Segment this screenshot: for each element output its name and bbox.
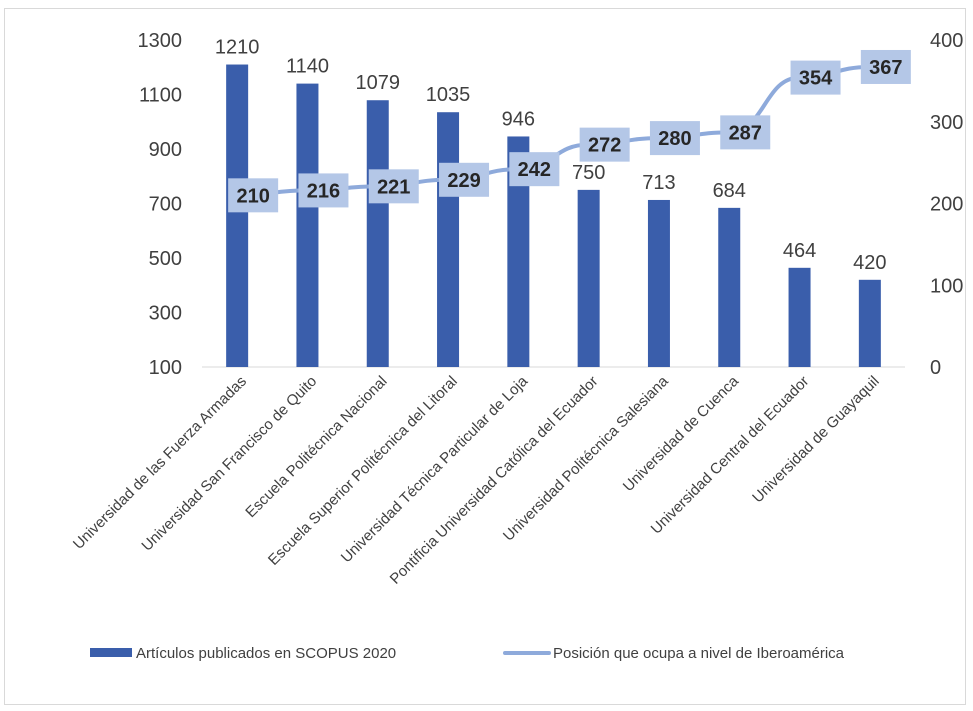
left-tick-label: 700 — [149, 194, 182, 216]
line-label-box — [649, 121, 700, 156]
right-axis: 0 100 200 300 400 — [930, 30, 963, 379]
bar-value-label: 713 — [642, 172, 675, 194]
bar — [788, 267, 811, 367]
left-tick-label: 1100 — [139, 85, 182, 107]
left-tick-label: 900 — [149, 139, 182, 161]
bar — [366, 100, 389, 367]
left-tick-label: 100 — [149, 357, 182, 379]
bar-value-label: 946 — [502, 108, 535, 130]
left-tick-label: 500 — [149, 248, 182, 270]
legend-line-label: Posición que ocupa a nivel de Iberoaméri… — [553, 645, 845, 662]
line-value-label: 229 — [447, 170, 480, 192]
bar-value-label: 1140 — [286, 56, 329, 78]
line-value-label: 242 — [518, 159, 551, 181]
bar — [507, 136, 530, 367]
bar-value-label: 464 — [783, 240, 816, 262]
line-label-box — [720, 115, 771, 150]
line-value-label: 210 — [236, 185, 269, 207]
bar — [858, 279, 881, 367]
bar — [647, 199, 670, 367]
bar-value-label: 1210 — [215, 37, 260, 59]
line-label-box — [860, 49, 911, 84]
category-label: Escuela Politécnica Nacional — [242, 373, 390, 521]
line-value-label: 221 — [377, 176, 410, 198]
bar — [577, 189, 600, 367]
bar-value-label: 684 — [713, 180, 746, 202]
line-label-box — [368, 169, 419, 204]
left-tick-label: 1300 — [138, 30, 183, 52]
bar-data-labels: 1210 1140 1079 1035 946 750 713 684 464 420 — [215, 37, 887, 274]
legend-bar-swatch — [90, 648, 132, 657]
right-tick-label: 200 — [930, 194, 963, 216]
line-label-box — [298, 173, 349, 208]
category-label: Universidad de Guayaquil — [749, 373, 882, 506]
left-axis: 100 300 500 700 900 1100 1300 — [138, 30, 183, 379]
bar-value-label: 1079 — [356, 72, 401, 94]
bar-value-label: 420 — [853, 252, 886, 274]
bar-value-label: 750 — [572, 162, 605, 184]
bar — [437, 112, 460, 368]
right-tick-label: 100 — [930, 275, 963, 297]
line-value-label: 287 — [729, 122, 762, 144]
line-label-box — [790, 60, 841, 95]
line-value-label: 216 — [307, 180, 340, 202]
left-tick-label: 300 — [149, 303, 182, 325]
legend: Artículos publicados en SCOPUS 2020 Posi… — [90, 645, 845, 662]
bar — [226, 64, 249, 368]
category-label: Universidad de Cuenca — [620, 372, 743, 495]
line-label-box — [579, 127, 630, 162]
legend-bar-label: Artículos publicados en SCOPUS 2020 — [136, 645, 396, 662]
line-value-label: 272 — [588, 135, 621, 157]
line-label-box — [439, 162, 490, 197]
bar — [296, 83, 319, 367]
line-value-label: 280 — [658, 128, 691, 150]
right-tick-label: 0 — [930, 357, 941, 379]
line-value-label: 354 — [799, 68, 833, 90]
bar-value-label: 1035 — [426, 84, 471, 106]
line-label-box — [509, 152, 560, 187]
bar-series — [226, 64, 881, 368]
category-labels: Universidad de las Fuerza ArmadasUnivers… — [70, 372, 883, 587]
right-tick-label: 400 — [930, 30, 963, 52]
right-tick-label: 300 — [930, 112, 963, 134]
line-label-box — [228, 178, 279, 213]
line-data-labels: 210 216 221 229 242 272 280 287 354 367 — [228, 49, 911, 213]
line-value-label: 367 — [869, 57, 902, 79]
bar — [718, 207, 741, 367]
